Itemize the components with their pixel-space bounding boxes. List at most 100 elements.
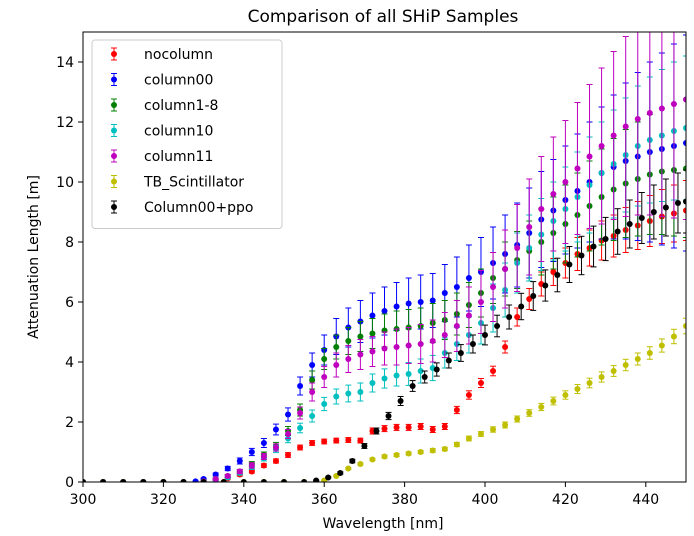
data-point [381,375,388,382]
data-point [301,479,308,482]
data-point [417,423,424,430]
data-point [333,362,340,368]
x-tick-label: 340 [230,492,257,508]
data-point [321,438,328,445]
data-point [646,350,653,356]
data-point [634,356,641,362]
data-point [272,444,279,451]
x-tick-label: 300 [70,492,97,508]
data-point [140,479,147,482]
legend-label: Column00+ppo [144,200,254,216]
data-point [429,447,436,454]
data-point [260,440,267,446]
data-point [220,479,227,482]
legend-label: column10 [144,124,213,140]
data-point [465,312,472,319]
data-point [514,245,521,251]
data-point [409,383,416,389]
data-point [393,424,400,431]
data-point [417,299,424,305]
data-point [405,342,412,349]
data-point [349,458,356,464]
data-point [285,452,292,458]
data-point [272,458,279,464]
data-point [526,224,533,230]
data-point [345,465,352,472]
y-tick-label: 10 [56,175,74,191]
data-point [634,116,641,122]
data-point [369,312,376,319]
data-point [260,453,267,460]
legend-marker [111,178,117,185]
data-point [482,332,488,338]
data-point [357,461,364,467]
data-point [674,200,681,206]
data-point [180,479,187,482]
data-point [385,413,392,419]
legend-label: TB_Scintillator [143,175,244,191]
data-point [650,209,657,215]
legend-box [91,39,283,229]
data-point [506,314,513,320]
data-point [598,143,605,149]
data-point [441,446,448,452]
data-point [530,293,537,299]
data-point [248,462,255,469]
data-point [345,390,352,397]
data-point [441,423,448,430]
series-column00-ppo [83,169,686,482]
y-tick-label: 8 [65,235,74,251]
x-tick-label: 320 [150,492,177,508]
data-point [337,470,344,476]
data-point [224,465,231,472]
data-point [100,479,107,482]
data-point [433,366,440,373]
data-point [325,474,332,481]
data-point [578,252,585,259]
data-point [212,476,219,482]
legend: nocolumn column00 column1-8 column10 column1… [91,39,283,229]
data-point [586,153,593,160]
data-point [683,96,686,103]
data-point [562,179,569,185]
data-point [120,479,127,482]
data-point [465,392,472,398]
data-point [429,338,436,344]
data-point [562,392,569,398]
data-point [566,261,573,268]
data-point [160,479,167,482]
data-point [357,389,364,395]
data-point [662,204,669,211]
data-point [494,323,501,329]
data-point [309,377,316,383]
legend-label: nocolumn [144,47,213,63]
data-point [441,290,448,296]
data-point [477,380,484,386]
data-point [429,426,436,433]
data-point [683,140,686,146]
data-point [602,236,609,242]
data-point [658,342,665,349]
data-point [550,398,557,404]
y-tick-label: 2 [65,415,74,431]
data-point [502,422,509,428]
legend-marker [111,51,117,57]
chart-title: Comparison of all SHiP Samples [248,7,519,27]
data-point [453,407,460,413]
data-point [192,478,199,482]
data-point [622,362,629,368]
data-point [345,356,352,362]
data-point [381,308,388,314]
data-point [309,413,316,419]
data-point [333,344,340,350]
x-tick-label: 380 [391,492,418,508]
data-point [453,323,460,329]
data-point [297,444,304,451]
legend-label: column00 [144,73,213,89]
data-point [333,393,340,400]
x-tick-label: 360 [311,492,338,508]
y-tick-label: 0 [65,475,74,491]
data-point [240,479,247,482]
data-point [538,206,545,212]
